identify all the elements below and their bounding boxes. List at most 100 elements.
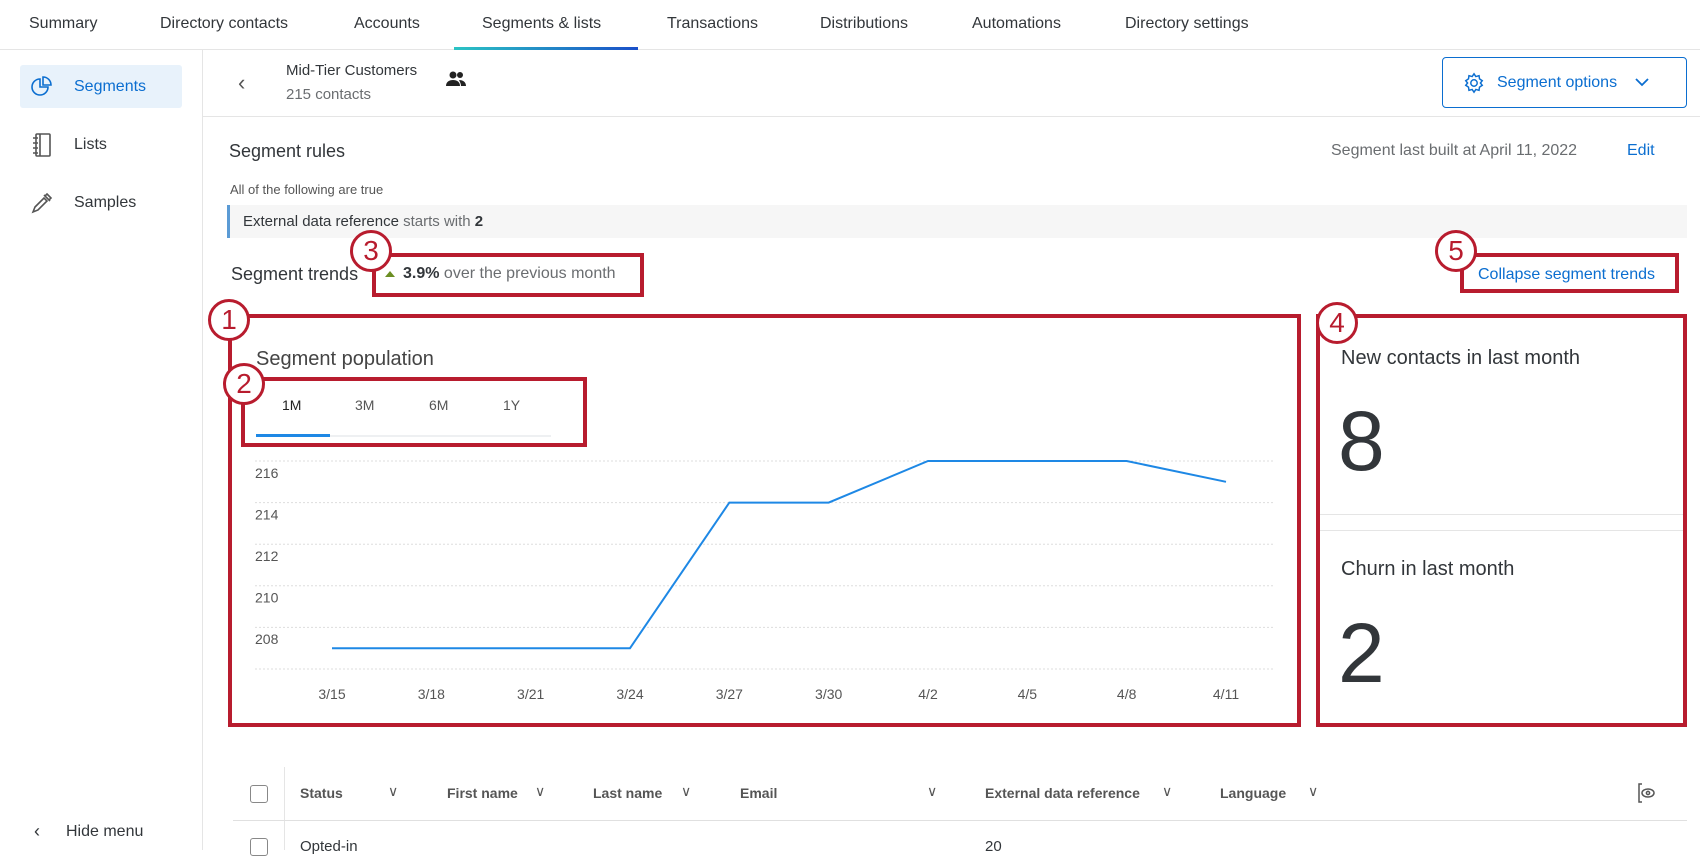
annotation-box-2 bbox=[241, 377, 587, 447]
segment-trends-title: Segment trends bbox=[231, 264, 359, 284]
tab-automations[interactable]: Automations bbox=[972, 15, 1061, 32]
tab-summary[interactable]: Summary bbox=[29, 15, 98, 32]
collapse-trends-link[interactable]: Collapse segment trends bbox=[1478, 266, 1655, 283]
segment-options-button[interactable]: Segment options bbox=[1442, 57, 1687, 108]
x-tick-label: 3/30 bbox=[815, 686, 842, 702]
annotation-box-4 bbox=[1316, 314, 1687, 727]
card-divider bbox=[1320, 514, 1684, 515]
row-checkbox[interactable] bbox=[250, 838, 268, 856]
active-tab-indicator bbox=[454, 47, 638, 50]
segment-title: Mid-Tier Customers bbox=[286, 62, 418, 79]
table-header-divider bbox=[233, 820, 1687, 821]
population-line-chart: 216 214 212 210 208 3/15 3/18 3/21 3/24 3/27 3/30 4… bbox=[255, 460, 1274, 702]
column-header-first-name[interactable]: First name bbox=[447, 785, 518, 801]
column-header-last-name[interactable]: Last name bbox=[593, 785, 663, 801]
people-icon bbox=[445, 70, 467, 93]
y-tick-label: 214 bbox=[255, 506, 279, 522]
churn-value: 2 bbox=[1338, 606, 1385, 700]
last-built-text: Segment last built at April 11, 2022 bbox=[1331, 142, 1578, 159]
header-divider bbox=[203, 116, 1700, 117]
tab-directory-contacts[interactable]: Directory contacts bbox=[160, 15, 289, 32]
range-tab-1m[interactable]: 1M bbox=[282, 397, 302, 413]
chevron-down-icon[interactable]: ∨ bbox=[1162, 783, 1173, 799]
population-title: Segment population bbox=[256, 348, 434, 370]
gear-icon bbox=[1463, 72, 1485, 94]
range-tab-1y[interactable]: 1Y bbox=[503, 397, 521, 413]
x-tick-label: 3/15 bbox=[318, 686, 345, 702]
pipette-icon bbox=[28, 189, 56, 217]
y-tick-label: 208 bbox=[255, 631, 279, 647]
triangle-up-icon bbox=[385, 271, 395, 277]
range-tab-6m[interactable]: 6M bbox=[429, 397, 449, 413]
chevron-left-icon: ‹ bbox=[34, 821, 40, 841]
chevron-down-icon[interactable]: ∨ bbox=[388, 783, 399, 799]
rule-field: External data reference bbox=[243, 213, 399, 230]
annotation-box-1 bbox=[228, 314, 1301, 727]
x-tick-label: 4/5 bbox=[1018, 686, 1038, 702]
rule-operator: starts with bbox=[403, 213, 471, 230]
y-tick-label: 216 bbox=[255, 465, 279, 481]
cell-external-data-reference: 20 bbox=[985, 838, 1002, 855]
range-tabs-track bbox=[256, 435, 551, 437]
tab-directory-settings[interactable]: Directory settings bbox=[1125, 15, 1249, 32]
sidebar-item-segments[interactable]: Segments bbox=[20, 65, 182, 108]
annotation-box-5 bbox=[1460, 253, 1679, 293]
sidebar-item-label: Segments bbox=[74, 77, 147, 95]
contact-count: 215 contacts bbox=[286, 86, 372, 103]
trend-percent: 3.9% bbox=[403, 265, 440, 282]
segment-rules-title: Segment rules bbox=[229, 141, 346, 161]
sidebar: Segments Lists Samples ‹ Hide menu bbox=[0, 50, 203, 850]
tab-transactions[interactable]: Transactions bbox=[667, 15, 758, 32]
notebook-icon bbox=[28, 131, 56, 159]
churn-title: Churn in last month bbox=[1341, 558, 1515, 580]
cell-status: Opted-in bbox=[300, 838, 358, 855]
column-visibility-icon[interactable] bbox=[1636, 782, 1656, 809]
annotation-marker-2: 2 bbox=[223, 363, 265, 405]
annotation-marker-1: 1 bbox=[208, 299, 250, 341]
annotation-box-3 bbox=[372, 253, 644, 297]
hide-menu-button[interactable]: ‹ Hide menu bbox=[34, 821, 143, 842]
table-column-divider bbox=[284, 767, 285, 850]
x-tick-label: 3/18 bbox=[418, 686, 445, 702]
pie-chart-icon bbox=[28, 73, 56, 101]
x-tick-label: 3/27 bbox=[716, 686, 743, 702]
card-divider bbox=[1320, 530, 1684, 531]
x-tick-label: 3/24 bbox=[616, 686, 643, 702]
trend-change: 3.9% over the previous month bbox=[385, 265, 616, 283]
column-header-external-data-reference[interactable]: External data reference bbox=[985, 785, 1140, 801]
back-button[interactable]: ‹ bbox=[238, 70, 246, 95]
chevron-down-icon[interactable]: ∨ bbox=[681, 783, 692, 799]
tab-accounts[interactable]: Accounts bbox=[354, 15, 420, 32]
select-all-checkbox[interactable] bbox=[250, 785, 268, 803]
sidebar-item-label: Lists bbox=[74, 135, 107, 153]
annotation-marker-5: 5 bbox=[1435, 230, 1477, 272]
x-tick-label: 4/11 bbox=[1213, 686, 1239, 702]
range-tab-3m[interactable]: 3M bbox=[355, 397, 375, 413]
tab-distributions[interactable]: Distributions bbox=[820, 15, 909, 32]
column-header-language[interactable]: Language bbox=[1220, 785, 1287, 801]
column-header-email[interactable]: Email bbox=[740, 785, 778, 801]
sidebar-item-lists[interactable]: Lists bbox=[20, 123, 182, 166]
range-tab-indicator bbox=[256, 434, 330, 437]
condition-intro: All of the following are true bbox=[230, 182, 384, 197]
chevron-down-icon[interactable]: ∨ bbox=[1308, 783, 1319, 799]
y-tick-label: 212 bbox=[255, 548, 279, 564]
annotation-marker-3: 3 bbox=[350, 230, 392, 272]
y-tick-label: 210 bbox=[255, 590, 279, 606]
top-nav: Summary Directory contacts Accounts Segm… bbox=[0, 0, 1700, 50]
segment-options-label: Segment options bbox=[1497, 73, 1618, 91]
trend-text: over the previous month bbox=[443, 265, 616, 282]
edit-link[interactable]: Edit bbox=[1627, 142, 1655, 159]
chevron-down-icon[interactable]: ∨ bbox=[927, 783, 938, 799]
new-contacts-value: 8 bbox=[1338, 394, 1385, 488]
new-contacts-title: New contacts in last month bbox=[1341, 347, 1580, 369]
sidebar-item-samples[interactable]: Samples bbox=[20, 181, 182, 224]
column-header-status[interactable]: Status bbox=[300, 785, 343, 801]
rule-row: External data reference starts with 2 bbox=[227, 205, 1687, 238]
x-tick-label: 4/2 bbox=[918, 686, 938, 702]
tab-segments-lists[interactable]: Segments & lists bbox=[482, 15, 602, 32]
hide-menu-label: Hide menu bbox=[66, 822, 144, 840]
chevron-down-icon[interactable]: ∨ bbox=[535, 783, 546, 799]
population-series-line bbox=[332, 460, 1227, 650]
chevron-down-icon bbox=[1635, 74, 1649, 92]
